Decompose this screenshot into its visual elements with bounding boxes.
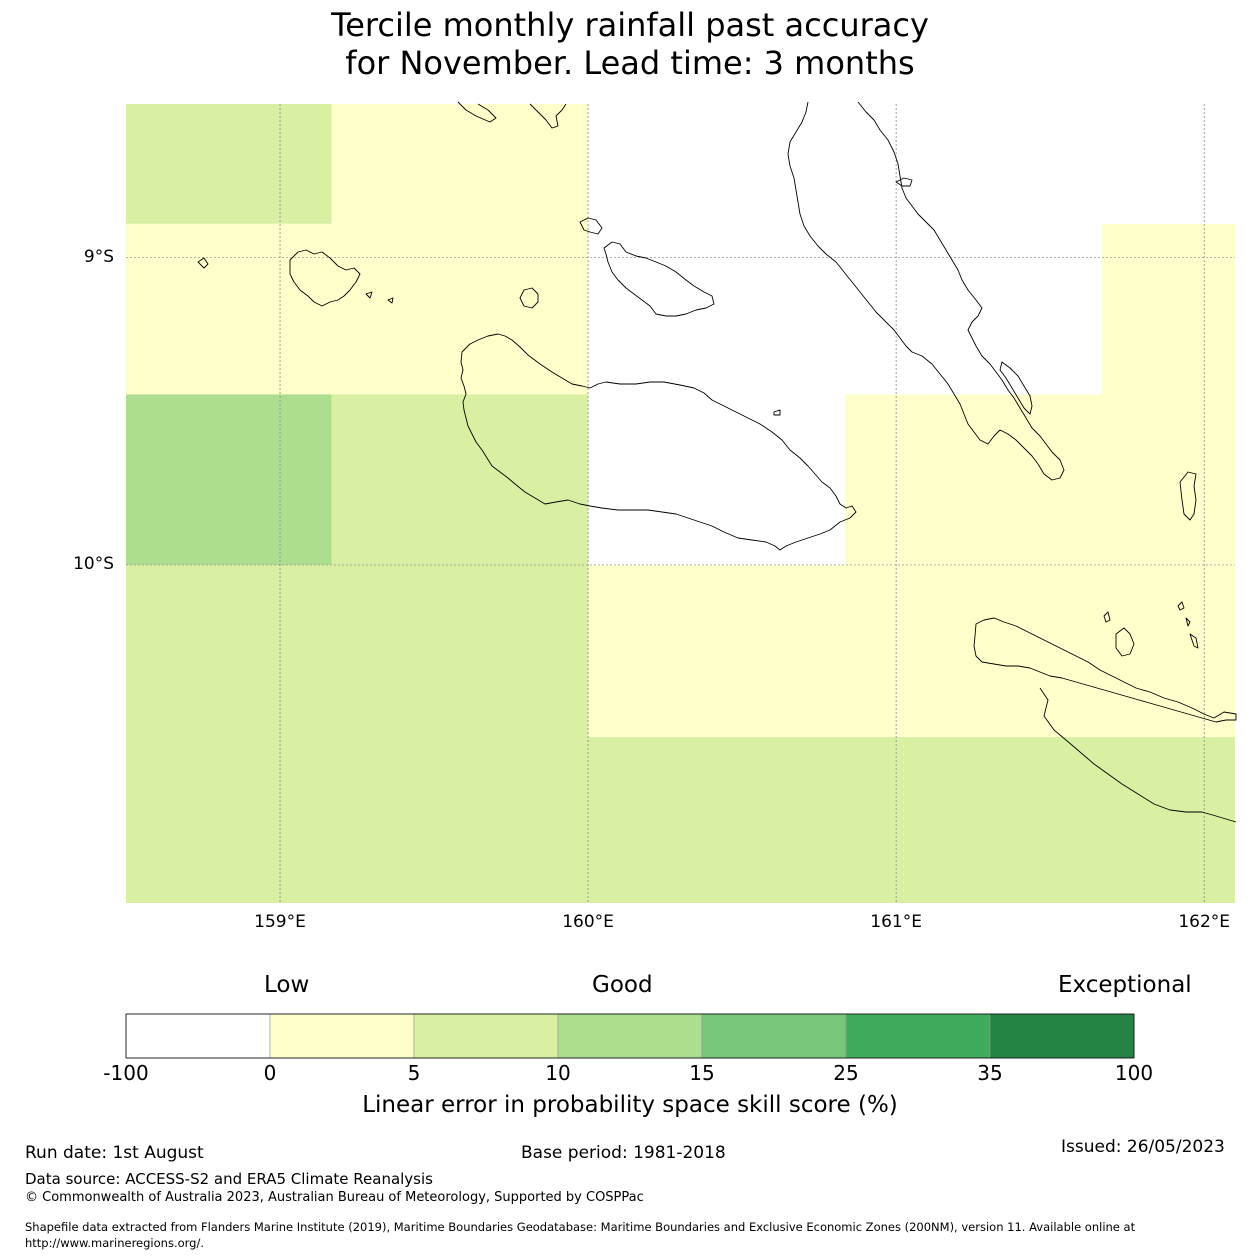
colorbar-tick-label: -100 [103,1061,149,1085]
coastlines [197,101,1237,823]
coastline-islet-west [197,257,209,269]
colorbar-segment-3 [557,1013,703,1059]
coastline-malaita [787,101,1065,481]
coastline-three-sisters [1115,627,1135,657]
shapefile-credit-line-1: Shapefile data extracted from Flanders M… [25,1220,1136,1234]
colorbar-segment-1 [269,1013,415,1059]
skill-cell-9 [588,737,1235,903]
coastline-florida-islands [603,241,715,317]
coastline-islet-se1 [1103,611,1111,623]
skill-cell-7 [844,394,1235,565]
colorbar-tick-label: 0 [263,1061,277,1085]
colorbar-segment-5 [845,1013,991,1059]
data-source: Data source: ACCESS-S2 and ERA5 Climate … [25,1170,433,1188]
colorbar-tick-label: 15 [689,1061,715,1085]
title-line-1: Tercile monthly rainfall past accuracy [331,6,929,44]
coastline-russell-islands [289,249,361,307]
skill-cell-0 [126,104,332,224]
colorbar-segment-6 [989,1013,1135,1059]
colorbar-segment-2 [413,1013,559,1059]
colorbar-category-good: Good [592,972,653,998]
colorbar-tick-label: 35 [977,1061,1003,1085]
coastline-makira-south [1039,687,1237,823]
copyright: © Commonwealth of Australia 2023, Austra… [25,1190,644,1205]
colorbar-tick-label: 10 [545,1061,571,1085]
coastline-small-malaita [999,361,1033,415]
skill-cell-4 [331,394,589,565]
coastline-makira [973,617,1237,723]
colorbar-tick-label: 5 [407,1061,421,1085]
colorbar-segment-4 [701,1013,847,1059]
coastline-savo [519,287,539,309]
issued-date: Issued: 26/05/2023 [1061,1137,1225,1157]
skill-cell-5 [126,564,589,903]
base-period: Base period: 1981-2018 [521,1143,726,1163]
map-title: Tercile monthly rainfall past accuracy f… [0,6,1260,82]
coastline-guadalcanal [460,333,857,551]
coastline-islet-russell-east [365,291,373,299]
latitude-label: 9°S [83,246,114,267]
coastline-ulawa [1179,471,1197,521]
skill-cell-2 [126,223,589,395]
skill-cell-3 [126,394,332,565]
latitude-label: 10°S [73,553,114,574]
colorbar-title: Linear error in probability space skill … [362,1092,898,1118]
colorbar-category-exceptional: Exceptional [1058,972,1192,998]
coastline-north-islets [457,101,497,123]
colorbar-frame [125,1013,1135,1059]
coastline-islet-se2 [1177,601,1185,611]
skill-cell-1 [331,104,589,224]
longitude-label: 162°E [1178,912,1231,932]
colorbar-tick-label: 100 [1114,1061,1154,1085]
coastline-islet-guadalcanal-east [773,409,781,416]
skill-cell-8 [588,564,1235,738]
colorbar-category-low: Low [264,972,310,998]
colorbar-segment-0 [125,1013,271,1059]
coastline-islet-north-malaita [895,177,913,187]
map-gridlines [126,104,1235,903]
coastline-islet-se4 [1189,633,1199,649]
coastline-islet-se3 [1185,617,1191,627]
longitude-label: 161°E [870,912,922,932]
shapefile-credit-line-2: http://www.marineregions.org/. [25,1236,204,1250]
title-line-2: for November. Lead time: 3 months [345,44,915,82]
colorbar-tick-label: 25 [833,1061,859,1085]
coastline-islet-russell-east2 [387,297,394,304]
skill-cells [126,104,1235,903]
coastline-north-islets2 [529,103,567,129]
longitude-label: 160°E [562,912,614,932]
longitude-label: 159°E [254,912,306,932]
run-date: Run date: 1st August [25,1143,204,1163]
coastline-nggela-west [579,217,603,235]
skill-cell-6 [1101,223,1235,395]
